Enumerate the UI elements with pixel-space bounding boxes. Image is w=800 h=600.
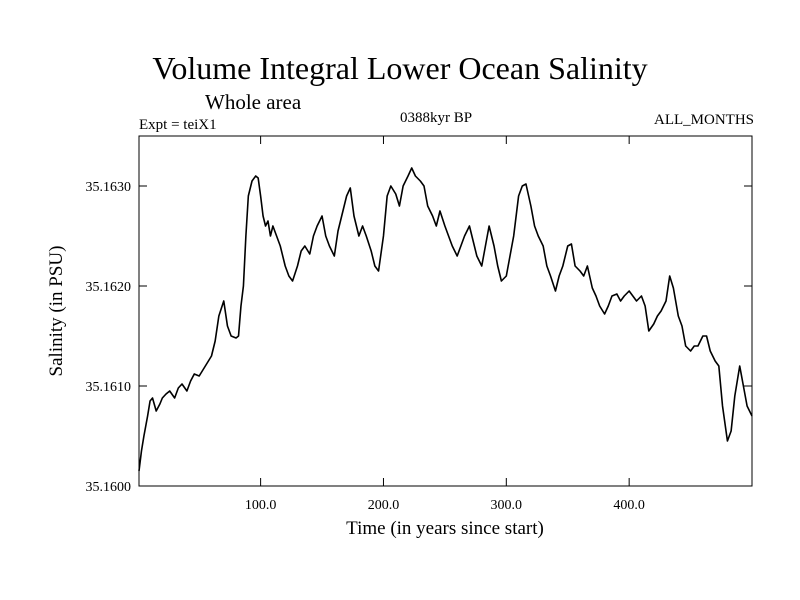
chart-title: Volume Integral Lower Ocean Salinity: [152, 50, 648, 86]
salinity-series-line: [138, 167, 753, 472]
y-axis: 35.1600 35.1610 35.1620 35.1630: [86, 180, 752, 495]
x-tick-label: 200.0: [368, 498, 400, 513]
x-tick-label: 100.0: [245, 498, 277, 513]
y-tick-label: 35.1620: [86, 280, 132, 295]
plot-frame: [138, 135, 753, 487]
x-axis-title: Time (in years since start): [346, 518, 544, 539]
x-tick-label: 400.0: [613, 498, 645, 513]
months-label: ALL_MONTHS: [654, 112, 754, 128]
x-axis: 100.0 200.0 300.0 400.0: [245, 136, 645, 513]
experiment-label: Expt = teiX1: [139, 117, 217, 133]
chart-subtitle: Whole area: [205, 90, 302, 114]
y-axis-title: Salinity (in PSU): [46, 246, 67, 377]
y-tick-label: 35.1600: [86, 480, 132, 495]
period-label: 0388kyr BP: [400, 110, 473, 126]
y-tick-label: 35.1630: [86, 180, 132, 195]
y-tick-label: 35.1610: [86, 380, 132, 395]
x-tick-label: 300.0: [491, 498, 523, 513]
